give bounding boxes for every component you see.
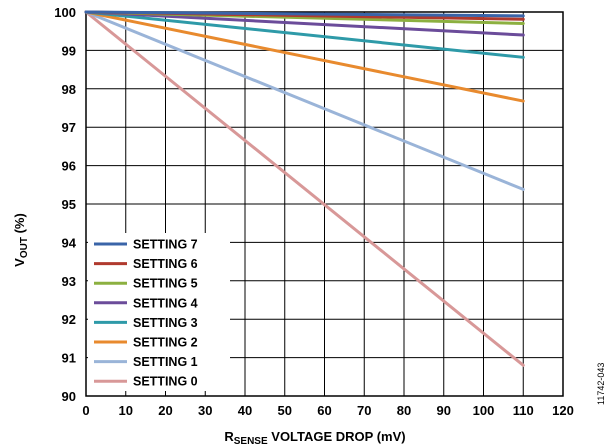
y-tick-label: 91: [62, 351, 76, 366]
legend-entry: SETTING 5: [94, 277, 198, 291]
legend-entry: SETTING 0: [94, 375, 198, 389]
x-axis-title: RSENSE VOLTAGE DROP (mV): [224, 429, 405, 447]
x-tick-label: 10: [119, 403, 133, 418]
y-tick-label: 90: [62, 389, 76, 404]
x-tick-label: 90: [437, 403, 451, 418]
series-line-setting-7: [84, 10, 525, 18]
x-tick-label: 120: [552, 403, 574, 418]
y-tick-label: 94: [62, 235, 77, 250]
x-tick-label: 60: [317, 403, 331, 418]
series-line-setting-0: [84, 10, 525, 367]
legend-entry: SETTING 3: [94, 316, 198, 330]
legend-label: SETTING 2: [133, 336, 198, 350]
series-line-setting-2: [84, 10, 525, 103]
y-tick-label: 93: [62, 274, 76, 289]
x-tick-label: 80: [397, 403, 411, 418]
legend-label: SETTING 5: [133, 277, 198, 291]
x-tick-label: 30: [198, 403, 212, 418]
y-tick-label: 98: [62, 82, 76, 97]
legend-label: SETTING 6: [133, 257, 198, 271]
y-axis-title: VOUT (%): [12, 213, 30, 267]
legend-label: SETTING 7: [133, 238, 198, 252]
legend-label: SETTING 3: [133, 316, 198, 330]
figure-id: 11742-043: [596, 363, 606, 405]
x-tick-label: 50: [278, 403, 292, 418]
legend-entry: SETTING 1: [94, 355, 198, 369]
y-tick-label: 100: [54, 5, 76, 20]
grid: [85, 11, 564, 397]
series-layer: [84, 10, 525, 367]
y-tick-label: 95: [62, 197, 76, 212]
y-tick-label: 92: [62, 312, 76, 327]
legend-label: SETTING 4: [133, 296, 198, 310]
x-tick-label: 70: [357, 403, 371, 418]
x-tick-label: 110: [513, 403, 534, 418]
legend-background: [88, 233, 230, 391]
legend-label: SETTING 0: [133, 375, 198, 389]
y-tick-labels: 90 91 92 93 94 95 96 97 98 99 100: [54, 5, 76, 404]
legend: SETTING 7 SETTING 6 SETTING 5 SETTING 4 SETT…: [88, 233, 230, 391]
x-tick-label: 0: [82, 403, 89, 418]
y-tick-label: 96: [62, 159, 76, 174]
legend-entry: SETTING 2: [94, 336, 198, 350]
plot-frame: [85, 11, 564, 397]
y-tick-label: 99: [62, 43, 76, 58]
x-tick-label: 40: [238, 403, 252, 418]
legend-entry: SETTING 7: [94, 238, 198, 252]
series-line-setting-3: [84, 10, 525, 59]
x-tick-label: 20: [158, 403, 172, 418]
y-tick-label: 97: [62, 120, 76, 135]
x-tick-labels: 0 10 20 30 40 50 60 70 80 90 100 110 120: [82, 403, 573, 418]
x-tick-label: 100: [473, 403, 495, 418]
series-line-setting-1: [84, 10, 525, 191]
series-line-setting-4: [84, 10, 525, 37]
legend-label: SETTING 1: [133, 355, 198, 369]
legend-entry: SETTING 6: [94, 257, 198, 271]
legend-entry: SETTING 4: [94, 296, 198, 310]
